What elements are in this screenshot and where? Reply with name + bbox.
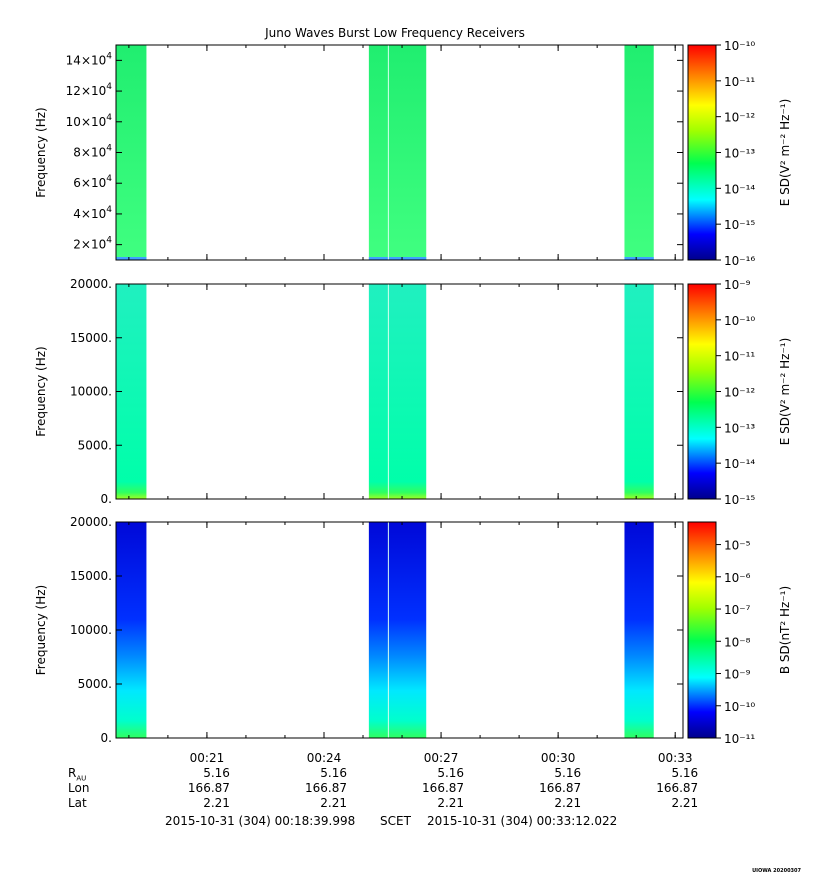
ephemeris-value: 166.87 [656, 781, 699, 795]
y-tick-label: 10000. [70, 385, 112, 399]
colorbar-tick-label: 10⁻⁶ [724, 571, 751, 585]
data-segment-2 [368, 522, 427, 738]
data-segment-2 [368, 45, 427, 260]
y-tick-label: 20000. [70, 515, 112, 529]
colorbar-tick-label: 10⁻⁵ [724, 539, 751, 553]
ephemeris-label-subscript: AU [76, 774, 87, 783]
colorbar-label: E SD(V² m⁻² Hz⁻¹) [778, 99, 792, 207]
colorbar-tick-label: 10⁻¹⁶ [724, 254, 755, 268]
x-tick-label: 00:21 [190, 751, 225, 765]
ephemeris-value: 2.21 [437, 796, 465, 810]
ephemeris-value: 166.87 [539, 781, 582, 795]
spectrogram-panel-1: 2×104 4×104 6×104 8×104 10×104 12×104 14×104 Fr… [34, 39, 792, 268]
y-tick-label: 5000. [78, 677, 112, 691]
x-tick-label: 00:24 [307, 751, 342, 765]
y-tick-label: 0. [101, 731, 112, 745]
colorbar [687, 521, 717, 739]
ephemeris-label: Lat [68, 796, 87, 810]
colorbar-tick-label: 10⁻¹⁴ [724, 182, 755, 196]
colorbar-label: E SD(V² m⁻² Hz⁻¹) [778, 338, 792, 446]
colorbar-tick-label: 10⁻¹² [724, 386, 755, 400]
ephemeris-value: 166.87 [304, 781, 347, 795]
colorbar [687, 44, 717, 261]
colorbar-tick-label: 10⁻¹⁵ [724, 493, 755, 507]
ephemeris-value: 5.16 [320, 766, 347, 780]
y-tick-label: 6×104 [73, 174, 112, 190]
y-tick-label: 14×104 [66, 51, 113, 67]
colorbar [687, 283, 717, 500]
ephemeris-value: 2.21 [320, 796, 347, 810]
ephemeris-value: 5.16 [437, 766, 465, 780]
ephemeris-value: 5.16 [671, 766, 699, 780]
x-tick-label: 00:27 [424, 751, 459, 765]
data-segment-3 [624, 45, 654, 260]
colorbar-tick-label: 10⁻¹² [724, 111, 755, 125]
footer-start-time: 2015-10-31 (304) 00:18:39.998 [165, 814, 356, 828]
colorbar-tick-label: 10⁻¹⁵ [724, 218, 755, 232]
chart-title: Juno Waves Burst Low Frequency Receivers [264, 26, 525, 40]
data-segment-3 [624, 284, 654, 499]
ephemeris-value: 2.21 [554, 796, 582, 810]
colorbar-label: B SD(nT² Hz⁻¹) [778, 586, 792, 674]
colorbar-tick-label: 10⁻⁷ [724, 603, 751, 617]
spectrogram-panel-2: 0. 5000. 10000. 15000. 20000. Frequency (Hz) 1… [34, 277, 792, 507]
y-axis-label: Frequency (Hz) [34, 346, 48, 437]
low-frequency-edge [624, 257, 654, 260]
ephemeris-value: 166.87 [422, 781, 465, 795]
data-segment-2 [368, 284, 427, 499]
colorbar-tick-label: 10⁻¹³ [724, 421, 755, 435]
colorbar-tick-label: 10⁻¹³ [724, 147, 755, 161]
y-tick-label: 5000. [78, 438, 112, 452]
y-axis-label: Frequency (Hz) [34, 107, 48, 198]
version-stamp: UIOWA 20200307 [752, 868, 801, 874]
ephemeris-value: 5.16 [554, 766, 582, 780]
footer-frame: SCET [380, 814, 411, 828]
ephemeris-value: 166.87 [187, 781, 230, 795]
colorbar-tick-label: 10⁻⁸ [724, 635, 751, 649]
y-tick-label: 20000. [70, 277, 112, 291]
y-tick-label: 2×104 [73, 236, 112, 252]
x-tick-label: 00:30 [541, 751, 576, 765]
x-tick-label: 00:33 [658, 751, 693, 765]
low-frequency-edge [116, 257, 147, 260]
y-axis-label: Frequency (Hz) [34, 585, 48, 676]
data-segment-3 [624, 522, 654, 738]
ephemeris-value: 2.21 [671, 796, 699, 810]
colorbar-tick-label: 10⁻¹⁴ [724, 457, 755, 471]
y-tick-label: 0. [101, 492, 112, 506]
ephemeris-value: 5.16 [203, 766, 230, 780]
colorbar-tick-label: 10⁻⁹ [724, 668, 751, 682]
colorbar-tick-label: 10⁻¹¹ [724, 732, 755, 746]
colorbar-tick-label: 10⁻¹¹ [724, 350, 755, 364]
ephemeris-value: 2.21 [203, 796, 230, 810]
y-tick-label: 10000. [70, 623, 112, 637]
y-tick-label: 8×104 [73, 144, 112, 160]
colorbar-tick-label: 10⁻¹⁰ [724, 39, 755, 53]
colorbar-tick-label: 10⁻¹⁰ [724, 314, 755, 328]
colorbar-tick-label: 10⁻¹⁰ [724, 700, 755, 714]
y-tick-label: 10×104 [66, 113, 113, 129]
colorbar-tick-label: 10⁻⁹ [724, 278, 751, 292]
colorbar-tick-label: 10⁻¹¹ [724, 75, 755, 89]
low-frequency-edge [368, 257, 427, 260]
y-tick-label: 12×104 [66, 82, 113, 98]
y-tick-label: 15000. [70, 569, 112, 583]
ephemeris-label: Lon [68, 781, 90, 795]
spectrogram-panel-3: 0. 5000. 10000. 15000. 20000. Frequency (Hz) 1… [34, 515, 792, 765]
y-tick-label: 4×104 [73, 205, 112, 221]
y-tick-label: 15000. [70, 331, 112, 345]
ephemeris-label: RAU [68, 766, 87, 783]
footer-end-time: 2015-10-31 (304) 00:33:12.022 [427, 814, 618, 828]
